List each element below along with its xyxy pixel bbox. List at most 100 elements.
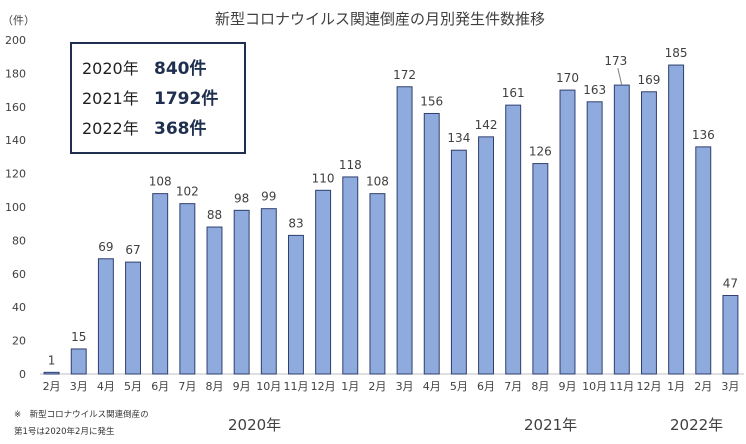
- bar: [342, 176, 359, 375]
- x-tick-label: 10月: [256, 380, 281, 393]
- x-axis-ticks: 2月 3月 4月 5月 6月 7月 8月 9月 10月 11月 12月 1月 2月 3月 4月 5月 6月 7月 8…: [43, 380, 740, 393]
- x-tick-label: 7月: [504, 380, 522, 393]
- x-tick-label: 12月: [311, 380, 336, 393]
- bar-value-label: 88: [207, 208, 222, 222]
- bar-value-label: 126: [529, 145, 552, 159]
- summary-value: 1792件: [154, 89, 219, 109]
- bar: [613, 84, 630, 375]
- y-tick-label: 180: [5, 67, 26, 80]
- bar-value-label: 69: [98, 240, 113, 254]
- x-tick-label: 12月: [636, 380, 661, 393]
- y-tick-label: 60: [12, 268, 26, 281]
- bar-value-label: 172: [393, 68, 416, 82]
- x-tick-label: 10月: [582, 380, 607, 393]
- summary-year: 2021年: [82, 89, 139, 108]
- leader-line: [617, 67, 623, 86]
- footnote: ※ 新型コロナウイルス関連倒産の 第1号は2020年2月に発生: [14, 407, 149, 441]
- x-tick-label: 8月: [531, 380, 549, 393]
- bar: [505, 104, 522, 375]
- bar-value-label: 102: [176, 185, 199, 199]
- bar: [532, 163, 549, 375]
- bar: [179, 203, 196, 375]
- summary-year: 2020年: [82, 59, 139, 78]
- year-label-2021: 2021年: [524, 416, 578, 434]
- bar-value-label: 161: [502, 86, 525, 100]
- x-tick-label: 4月: [423, 380, 441, 393]
- y-tick-label: 20: [12, 335, 26, 348]
- x-tick-label: 2月: [368, 380, 386, 393]
- x-tick-label: 6月: [477, 380, 495, 393]
- bar: [695, 146, 712, 375]
- bar: [206, 226, 223, 375]
- bar-value-labels: 1 15 69 67 108 102 88 98 99 83 110 118 108 172 156 134 1…: [48, 46, 738, 367]
- x-tick-label: 3月: [70, 380, 88, 393]
- x-tick-label: 11月: [609, 380, 634, 393]
- bar-value-label: 136: [692, 128, 715, 142]
- y-tick-label: 140: [5, 134, 26, 147]
- bar: [43, 371, 60, 375]
- y-tick-label: 40: [12, 301, 26, 314]
- bar-value-label: 110: [312, 171, 335, 185]
- bar-value-label: 169: [638, 73, 661, 87]
- summary-row-2021: 2021年 1792件: [82, 84, 244, 114]
- y-axis-ticks: 0 20 40 60 80 100 120 140 160 180 200: [5, 34, 26, 381]
- summary-value: 840件: [154, 59, 207, 79]
- bar-value-label: 98: [234, 191, 249, 205]
- y-axis-unit: （件）: [2, 14, 35, 27]
- bar: [97, 258, 114, 375]
- summary-value: 368件: [154, 119, 207, 139]
- summary-row-2022: 2022年 368件: [82, 114, 244, 144]
- bar: [70, 348, 87, 375]
- bar-value-label: 1: [48, 353, 56, 367]
- bar: [396, 86, 413, 375]
- x-tick-label: 6月: [151, 380, 169, 393]
- bar-value-label: 170: [556, 71, 579, 85]
- bars: [43, 64, 739, 375]
- bar: [315, 189, 332, 375]
- bar-value-label: 185: [665, 46, 688, 60]
- bar: [559, 89, 576, 375]
- bar: [668, 64, 685, 375]
- y-tick-label: 200: [5, 34, 26, 47]
- bar: [369, 193, 386, 375]
- x-tick-label: 11月: [283, 380, 308, 393]
- bar-value-label: 108: [149, 175, 172, 189]
- x-tick-label: 3月: [721, 380, 739, 393]
- bar-value-label: 47: [723, 277, 738, 291]
- x-tick-label: 1月: [667, 380, 685, 393]
- bar-value-label: 156: [420, 94, 443, 108]
- bar: [152, 193, 169, 375]
- bar: [423, 112, 440, 375]
- x-tick-label: 7月: [178, 380, 196, 393]
- bar: [233, 209, 250, 375]
- bar: [450, 149, 467, 375]
- x-tick-label: 1月: [341, 380, 359, 393]
- x-tick-label: 4月: [97, 380, 115, 393]
- y-tick-label: 100: [5, 201, 26, 214]
- bar-value-label: 83: [288, 216, 303, 230]
- x-tick-label: 5月: [124, 380, 142, 393]
- summary-row-2020: 2020年 840件: [82, 54, 244, 84]
- footnote-line-1: ※ 新型コロナウイルス関連倒産の: [14, 410, 149, 420]
- chart-title: 新型コロナウイルス関連倒産の月別発生件数推移: [215, 10, 545, 28]
- x-tick-label: 3月: [396, 380, 414, 393]
- leader-lines: [617, 67, 623, 86]
- bar: [586, 101, 603, 375]
- x-tick-label: 9月: [559, 380, 577, 393]
- x-tick-label: 5月: [450, 380, 468, 393]
- x-tick-label: 2月: [43, 380, 61, 393]
- bar: [478, 136, 495, 375]
- y-tick-label: 80: [12, 234, 26, 247]
- y-tick-label: 160: [5, 101, 26, 114]
- x-tick-label: 8月: [206, 380, 224, 393]
- footnote-line-2: 第1号は2020年2月に発生: [14, 427, 115, 437]
- bar-value-label: 173: [604, 54, 627, 68]
- bar: [722, 295, 739, 375]
- bar-value-label: 15: [71, 330, 86, 344]
- bar-value-label: 108: [366, 175, 389, 189]
- year-label-2022: 2022年: [670, 416, 724, 434]
- bar-value-label: 99: [261, 190, 276, 204]
- summary-year: 2022年: [82, 119, 139, 138]
- x-tick-label: 2月: [694, 380, 712, 393]
